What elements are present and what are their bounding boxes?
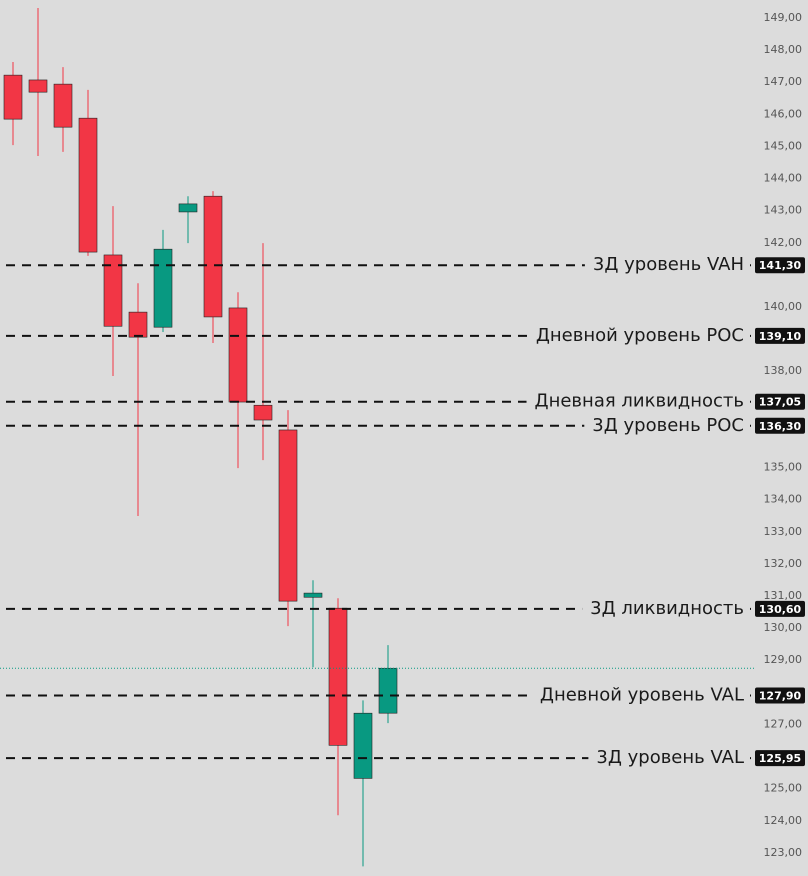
level-label-bg — [582, 597, 750, 620]
y-tick-label: 135,00 — [764, 461, 803, 474]
y-tick-label: 134,00 — [764, 493, 803, 506]
price-tag — [755, 393, 805, 410]
y-tick-label: 131,00 — [764, 589, 803, 602]
level-label: 3Д уровень VAL — [596, 747, 744, 768]
candle-body — [378, 667, 398, 714]
y-tick-label: 146,00 — [764, 107, 803, 120]
candle-body — [278, 429, 298, 602]
price-tag-label: 137,05 — [759, 396, 801, 409]
y-tick-label: 142,00 — [764, 236, 803, 249]
y-tick-label: 129,00 — [764, 653, 803, 666]
candle-body — [353, 712, 373, 779]
candle-body — [153, 248, 173, 328]
candle-body — [78, 117, 98, 253]
level-label-bg — [584, 414, 750, 437]
price-tag-label: 136,30 — [759, 420, 802, 433]
price-tag-label: 141,30 — [759, 259, 802, 272]
level-label-bg — [526, 390, 750, 413]
candle-body — [228, 307, 248, 403]
candle-body — [328, 607, 348, 746]
level-label: 3Д ликвидность — [590, 598, 744, 619]
level-label: Дневной уровень VAL — [540, 685, 744, 706]
y-tick-label: 145,00 — [764, 139, 803, 152]
candle-body — [303, 592, 323, 598]
y-tick-label: 147,00 — [764, 75, 803, 88]
y-tick-label: 123,00 — [764, 846, 803, 859]
price-tag-label: 127,90 — [759, 690, 802, 703]
level-label: Дневной уровень POC — [536, 325, 744, 346]
level-label: 3Д уровень POC — [592, 415, 744, 436]
y-tick-label: 125,00 — [764, 782, 803, 795]
price-tag-label: 130,60 — [759, 603, 802, 616]
candle-body — [253, 404, 273, 421]
level-label: Дневная ликвидность — [535, 391, 744, 412]
y-tick-label: 144,00 — [764, 172, 803, 185]
price-tag-label: 139,10 — [759, 330, 802, 343]
level-label: 3Д уровень VAH — [593, 254, 744, 275]
price-tag — [755, 600, 805, 617]
candle-body — [103, 254, 123, 327]
candle-body — [53, 83, 73, 128]
y-tick-label: 143,00 — [764, 204, 803, 217]
y-tick-label: 124,00 — [764, 814, 803, 827]
y-tick-label: 149,00 — [764, 11, 803, 24]
candle-body — [203, 195, 223, 318]
price-tag-label: 125,95 — [759, 752, 801, 765]
y-tick-label: 133,00 — [764, 525, 803, 538]
price-tag — [755, 750, 805, 767]
y-tick-label: 127,00 — [764, 717, 803, 730]
price-tag — [755, 327, 805, 344]
candle-body — [128, 311, 148, 338]
level-label-bg — [588, 747, 750, 770]
price-tag — [755, 687, 805, 704]
y-tick-label: 148,00 — [764, 43, 803, 56]
y-tick-label: 138,00 — [764, 364, 803, 377]
y-tick-label: 140,00 — [764, 300, 803, 313]
level-label-bg — [531, 684, 750, 707]
level-label-bg — [584, 254, 750, 277]
y-tick-label: 130,00 — [764, 621, 803, 634]
candle-body — [28, 79, 48, 93]
candle-body — [3, 74, 23, 120]
level-label-bg — [527, 324, 750, 347]
y-tick-label: 132,00 — [764, 557, 803, 570]
candle-body — [178, 203, 198, 213]
price-tag — [755, 417, 805, 434]
price-tag — [755, 257, 805, 274]
